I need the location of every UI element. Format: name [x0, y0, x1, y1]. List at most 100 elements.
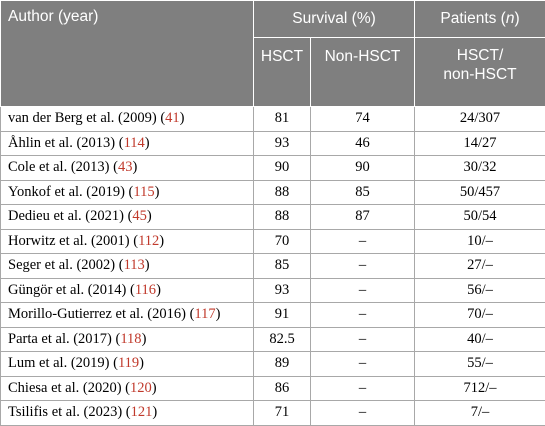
reference-link[interactable]: 113 [124, 257, 145, 273]
author-cell: Seger et al. (2002) (113) [1, 254, 254, 279]
table-row: Güngör et al. (2014) (116)93–56/– [1, 278, 545, 303]
hsct-ratio-header-line2: non-HSCT [443, 66, 516, 83]
author-text: Seger et al. (2002) ( [8, 257, 124, 273]
reference-link[interactable]: 115 [133, 184, 154, 200]
author-text: Chiesa et al. (2020) ( [8, 380, 130, 396]
author-close-paren: ) [156, 282, 161, 298]
patients-cell: 56/– [415, 278, 545, 303]
author-close-paren: ) [147, 208, 152, 224]
non-hsct-survival-cell: – [311, 327, 415, 352]
reference-link[interactable]: 120 [130, 380, 152, 396]
author-text: Dedieu et al. (2021) ( [8, 208, 132, 224]
reference-link[interactable]: 118 [120, 331, 141, 347]
author-close-paren: ) [159, 233, 164, 249]
hsct-survival-cell: 81 [254, 107, 311, 132]
non-hsct-survival-cell: – [311, 303, 415, 328]
reference-link[interactable]: 43 [118, 159, 133, 175]
author-close-paren: ) [142, 331, 147, 347]
hsct-survival-cell: 91 [254, 303, 311, 328]
table-row: Chiesa et al. (2020) (120)86–712/– [1, 376, 545, 401]
hsct-survival-cell: 70 [254, 229, 311, 254]
author-cell: Dedieu et al. (2021) (45) [1, 205, 254, 230]
hsct-ratio-header: HSCT/non-HSCT [415, 38, 545, 107]
author-cell: Güngör et al. (2014) (116) [1, 278, 254, 303]
hsct-survival-cell: 86 [254, 376, 311, 401]
non-hsct-survival-cell: 90 [311, 156, 415, 181]
hsct-survival-cell: 88 [254, 205, 311, 230]
reference-link[interactable]: 116 [135, 282, 156, 298]
author-close-paren: ) [152, 380, 157, 396]
author-text: Güngör et al. (2014) ( [8, 282, 135, 298]
patients-cell: 14/27 [415, 131, 545, 156]
author-cell: Morillo-Gutierrez et al. (2016) (117) [1, 303, 254, 328]
author-cell: Cole et al. (2013) (43) [1, 156, 254, 181]
author-close-paren: ) [152, 404, 157, 420]
reference-link[interactable]: 41 [165, 110, 180, 126]
author-text: Horwitz et al. (2001) ( [8, 233, 138, 249]
table-row: Tsilifis et al. (2023) (121)71–7/– [1, 401, 545, 426]
author-close-paren: ) [216, 306, 221, 322]
author-cell: Horwitz et al. (2001) (112) [1, 229, 254, 254]
non-hsct-survival-cell: – [311, 352, 415, 377]
author-text: Lum et al. (2019) ( [8, 355, 118, 371]
patients-cell: 10/– [415, 229, 545, 254]
non-hsct-survival-cell: – [311, 254, 415, 279]
non-hsct-survival-cell: – [311, 376, 415, 401]
table-header: Author (year) Survival (%) Patients (n) … [1, 1, 545, 107]
hsct-ratio-header-line1: HSCT/ [457, 47, 504, 64]
hsct-survival-cell: 89 [254, 352, 311, 377]
non-hsct-survival-cell: – [311, 229, 415, 254]
hsct-survival-cell: 71 [254, 401, 311, 426]
table-row: Seger et al. (2002) (113)85–27/– [1, 254, 545, 279]
author-text: van der Berg et al. (2009) ( [8, 110, 165, 126]
reference-link[interactable]: 119 [118, 355, 139, 371]
reference-link[interactable]: 121 [131, 404, 153, 420]
reference-link[interactable]: 112 [138, 233, 159, 249]
non-hsct-survival-cell: 74 [311, 107, 415, 132]
patients-cell: 50/54 [415, 205, 545, 230]
author-close-paren: ) [139, 355, 144, 371]
author-text: Cole et al. (2013) ( [8, 159, 118, 175]
reference-link[interactable]: 117 [194, 306, 215, 322]
non-hsct-header: Non-HSCT [311, 38, 415, 107]
author-text: Tsilifis et al. (2023) ( [8, 404, 131, 420]
non-hsct-survival-cell: 87 [311, 205, 415, 230]
author-cell: Lum et al. (2019) (119) [1, 352, 254, 377]
patients-header-suffix: ) [514, 10, 519, 27]
author-text: Morillo-Gutierrez et al. (2016) ( [8, 306, 194, 322]
author-cell: van der Berg et al. (2009) (41) [1, 107, 254, 132]
author-cell: Åhlin et al. (2013) (114) [1, 131, 254, 156]
table-row: Horwitz et al. (2001) (112)70–10/– [1, 229, 545, 254]
table-row: Lum et al. (2019) (119)89–55/– [1, 352, 545, 377]
author-close-paren: ) [145, 135, 150, 151]
patients-cell: 24/307 [415, 107, 545, 132]
author-close-paren: ) [132, 159, 137, 175]
author-cell: Parta et al. (2017) (118) [1, 327, 254, 352]
non-hsct-survival-cell: 85 [311, 180, 415, 205]
author-cell: Tsilifis et al. (2023) (121) [1, 401, 254, 426]
hsct-survival-cell: 82.5 [254, 327, 311, 352]
author-text: Yonkof et al. (2019) ( [8, 184, 133, 200]
reference-link[interactable]: 114 [124, 135, 145, 151]
author-close-paren: ) [180, 110, 185, 126]
hsct-survival-cell: 93 [254, 278, 311, 303]
non-hsct-survival-cell: – [311, 278, 415, 303]
patients-header-prefix: Patients ( [440, 10, 505, 27]
table-row: Morillo-Gutierrez et al. (2016) (117)91–… [1, 303, 545, 328]
author-text: Parta et al. (2017) ( [8, 331, 120, 347]
author-close-paren: ) [145, 257, 150, 273]
non-hsct-survival-cell: – [311, 401, 415, 426]
non-hsct-survival-cell: 46 [311, 131, 415, 156]
author-text: Åhlin et al. (2013) ( [8, 135, 124, 151]
patients-cell: 27/– [415, 254, 545, 279]
patients-cell: 7/– [415, 401, 545, 426]
patients-cell: 55/– [415, 352, 545, 377]
patients-header: Patients (n) [415, 1, 545, 38]
patients-cell: 50/457 [415, 180, 545, 205]
reference-link[interactable]: 45 [132, 208, 147, 224]
